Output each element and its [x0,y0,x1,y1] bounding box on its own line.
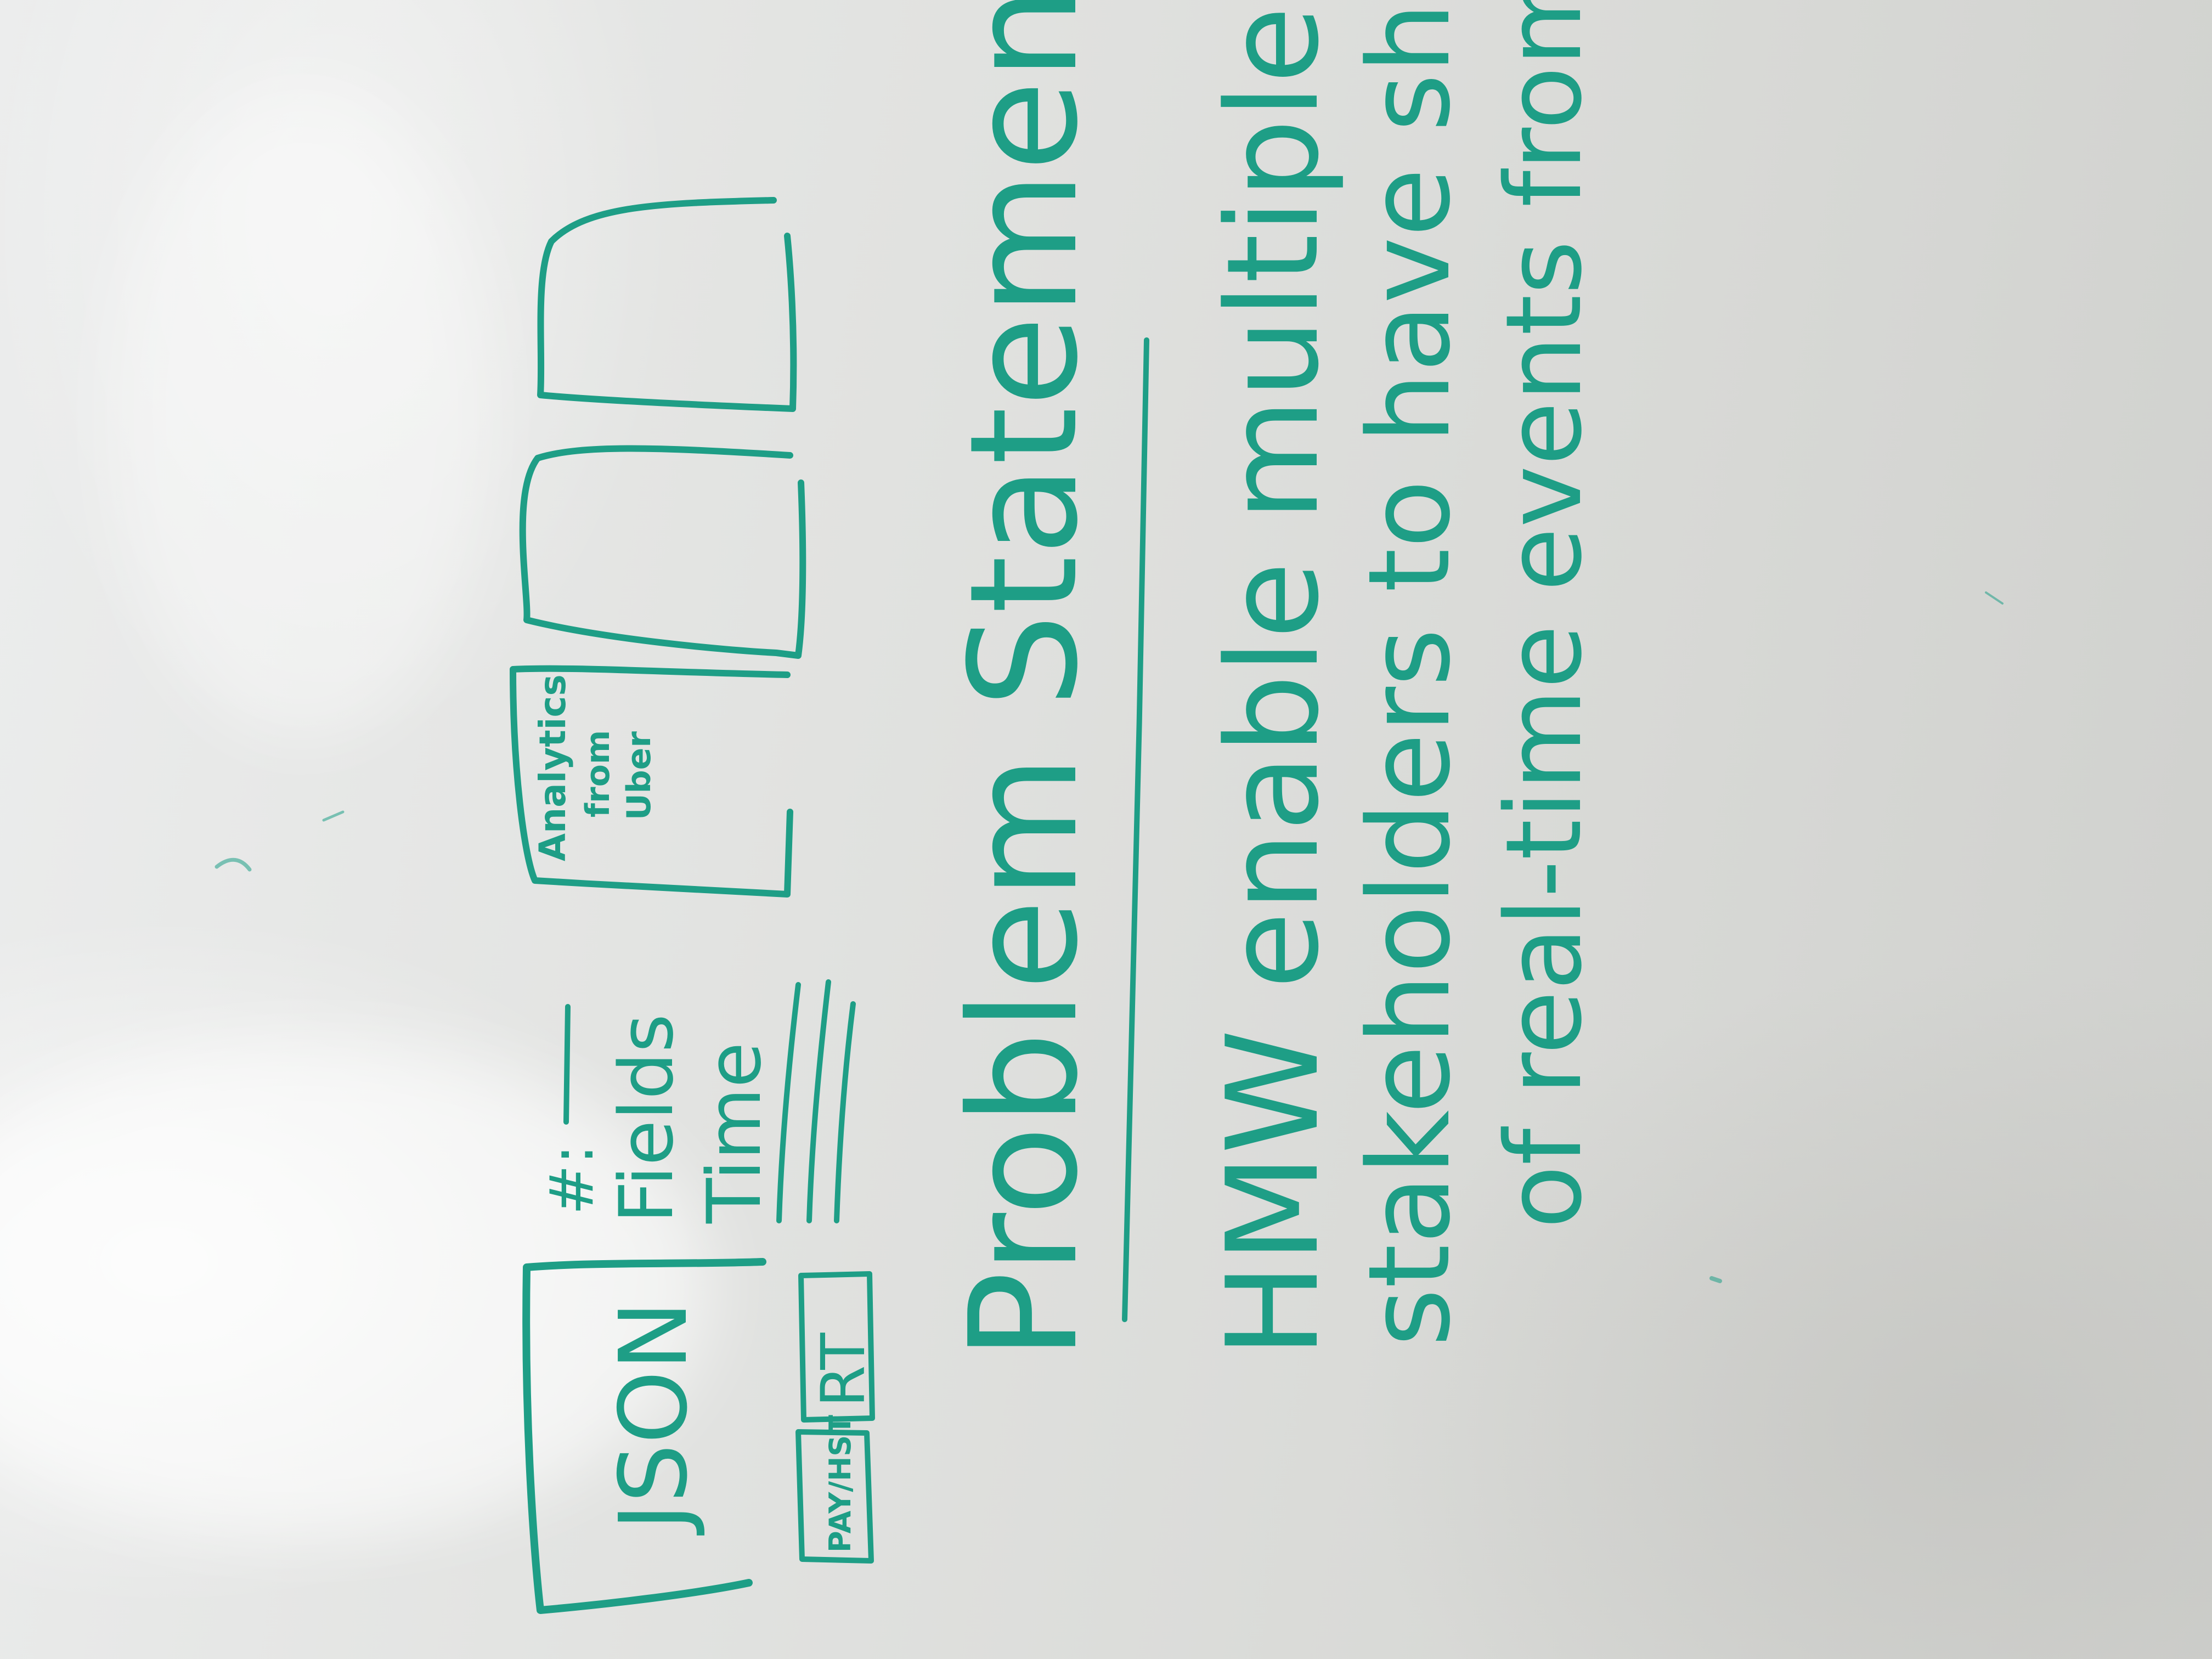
json-box-label: JSON [600,1301,708,1536]
empty-card [537,197,797,412]
marker-specks [215,591,2004,1283]
json-box: JSON [522,1258,766,1614]
problem-statement-heading: Problem Statement: [938,0,1110,1361]
empty-card [519,445,806,659]
analytics-box: Analytics from Uber [510,665,793,898]
problem-statement-line2: stakeholders to have shared truth [1345,0,1475,1347]
analytics-box-label-line2: from [579,730,617,817]
fields-label: Fields [603,1014,690,1223]
time-label: Time [691,1042,777,1224]
tab-left: PAY/HST [795,1415,874,1564]
problem-statement-line3: of real-time events from/ [1483,0,1605,1229]
tab-right-label: RT [808,1333,878,1407]
problem-statement: Problem Statement: HMW enable multiple s… [938,0,1605,1361]
field-count-label: #: [537,1144,607,1215]
analytics-box-label-line3: Uber [620,731,658,820]
heading-underline [1122,337,1149,1322]
analytics-box-label-line1: Analytics [532,674,574,861]
problem-statement-line1: HMW enable multiple [1200,6,1347,1358]
field-list: #: Fields Time [537,979,856,1224]
tab-left-label: PAY/HST [823,1415,857,1553]
tab-right: RT [798,1271,878,1423]
